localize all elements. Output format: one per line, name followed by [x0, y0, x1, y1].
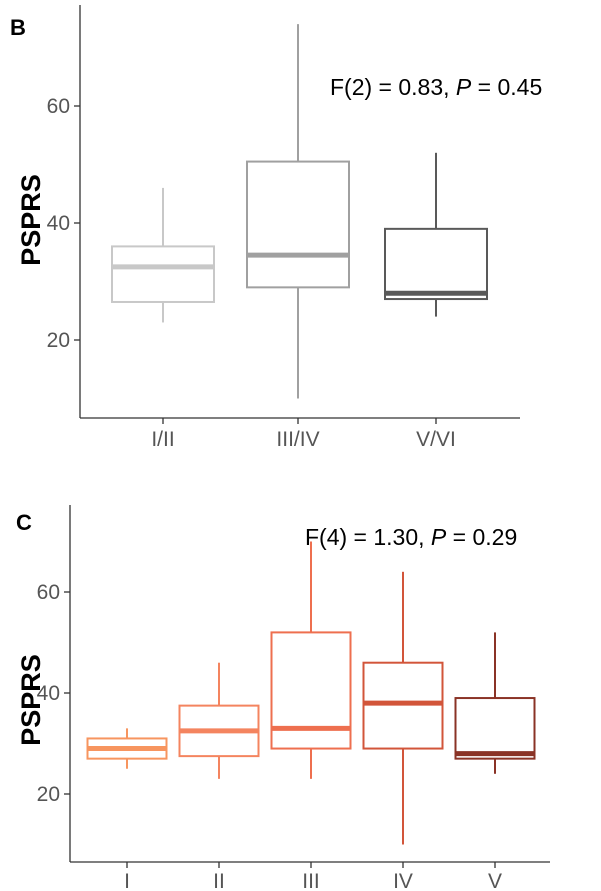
panel-c-ylabel: PSPRS — [16, 654, 46, 746]
panel-b-y-tick-label: 40 — [47, 212, 70, 235]
panel-b-x-tick-label: V/VI — [416, 428, 456, 451]
panel-b-x-tick-label: I/II — [151, 428, 174, 451]
panel-c-stat-post: = 0.29 — [446, 524, 517, 550]
panel-b-y-tick-label: 60 — [47, 95, 70, 118]
box-iqr — [362, 661, 444, 750]
panel-b-letter: B — [10, 15, 26, 40]
panel-c-y-tick-label: 40 — [37, 682, 60, 705]
panel-c-letter: C — [16, 510, 32, 535]
box-iqr — [384, 227, 488, 301]
panel-b-x-tick-label: III/IV — [276, 428, 319, 451]
panel-c-x-tick-label: IV — [393, 870, 413, 891]
panel-c-y-tick-label: 20 — [37, 783, 60, 806]
panel-b-ylabel: PSPRS — [16, 174, 46, 266]
panel-c-x-tick-label: II — [213, 870, 225, 891]
panel-c-x-tick-label: I — [124, 870, 130, 891]
box-iqr — [246, 160, 350, 289]
panel-b-stat-pre: F(2) = 0.83, — [330, 74, 456, 100]
panel-c-y-tick-label: 60 — [37, 581, 60, 604]
panel-b-stat-post: = 0.45 — [471, 74, 542, 100]
panel-c-stat-annotation: F(4) = 1.30, P = 0.29 — [305, 524, 517, 550]
panel-b-y-tick-label: 20 — [47, 329, 70, 352]
panel-c-x-tick-label: III — [302, 870, 320, 891]
box-iqr — [270, 631, 352, 750]
panel-b-stat-p: P — [456, 74, 472, 100]
panel-b-plot: 20 40 60 I/II III/IV V/VI — [47, 5, 520, 451]
panel-c-stat-pre: F(4) = 1.30, — [305, 524, 431, 550]
panel-b-stat-annotation: F(2) = 0.83, P = 0.45 — [330, 74, 542, 100]
panel-c-stat-p: P — [431, 524, 447, 550]
box-iqr — [111, 245, 215, 303]
panel-c-x-tick-label: V — [488, 870, 502, 891]
box-iqr — [454, 697, 536, 760]
